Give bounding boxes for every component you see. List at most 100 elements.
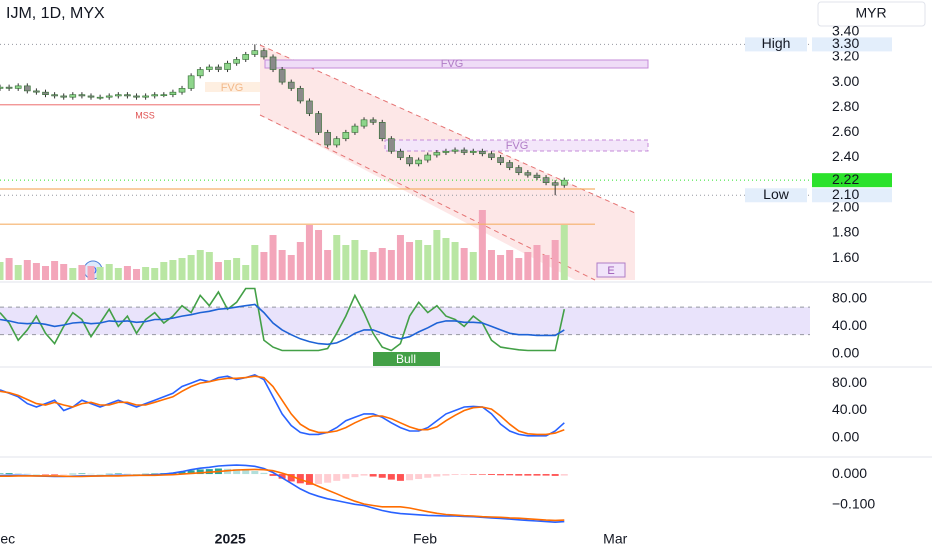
volume-bar [378,248,386,280]
volume-bar [342,245,350,280]
volume-bar [242,265,250,280]
candle-body [360,119,368,127]
candle-body [369,119,377,123]
candle-body [215,66,222,70]
volume-bar [151,268,159,280]
volume-bar [5,258,13,280]
volume-bar [87,266,95,280]
candle-body [260,50,268,58]
histogram-bar [32,474,40,475]
indicator-line [0,303,565,346]
histogram-bar [133,474,141,475]
candle-body [415,159,422,165]
candle-body [551,182,559,186]
volume-bar [123,266,131,280]
histogram-bar [333,474,341,481]
fvg-box [205,82,260,92]
volume-bar [60,264,68,280]
currency[interactable]: MYR [855,5,886,21]
candle-body [5,86,13,89]
histogram-bar [42,474,50,475]
volume-bar [0,262,4,280]
histogram-bar [96,474,104,475]
histogram-bar [324,474,332,483]
volume-bar [287,255,295,280]
candle-body [497,157,504,163]
candle-body [169,91,177,95]
volume-bar [169,260,177,280]
candle-body [251,50,259,55]
candle-body [542,177,550,183]
histogram-bar [105,473,113,475]
y-tick-label: 3.00 [832,73,859,89]
histogram-bar [260,472,268,475]
currency-box[interactable] [817,1,926,27]
histogram-bar [278,474,286,479]
candle-body [14,85,22,89]
volume-bar [296,242,304,280]
histogram-bar [287,474,295,482]
candle-body [224,62,231,70]
y-tick-label: 80.00 [832,290,867,306]
y-tick-label: 2.60 [832,123,859,139]
volume-bar [369,252,377,280]
volume-bar [506,250,514,280]
histogram-bar [14,473,22,475]
y-tick-label: 1.60 [832,249,859,265]
x-tick-label: Mar [603,531,627,547]
histogram-bar [251,470,259,475]
candle-body [451,149,459,152]
volume-bar [178,258,186,280]
candle-body [297,88,304,102]
histogram-bar [69,473,77,475]
candle-body [442,150,450,153]
candle-body [406,157,413,165]
histogram-bar [196,469,204,475]
histogram-bar [560,474,568,476]
candle-body [142,95,149,98]
volume-bar [105,264,113,280]
volume-bar [160,262,168,280]
histogram-bar [233,469,241,475]
candle-body [287,81,295,89]
candle-body [433,152,441,156]
marker-value: 3.30 [832,35,859,51]
candle-body [278,69,286,83]
histogram-bar [451,474,459,475]
candle-body [133,95,140,98]
histogram-bar [60,474,68,475]
indicator-line [0,287,566,352]
histogram-bar [305,474,313,485]
chart-title: IJM, 1D, MYX [6,5,105,22]
candle-body [151,94,159,97]
candle-body [42,91,49,95]
histogram-bar [487,474,495,475]
volume-bar [315,230,323,280]
marker-name: Low [763,186,790,202]
histogram-bar [178,471,186,475]
histogram-bar [460,474,468,475]
volume-bar [460,248,468,280]
volume-bar [305,225,313,280]
channel [260,45,635,280]
candle-body [397,150,404,158]
volume-bar [142,267,150,280]
volume-bar [42,266,50,280]
volume-bar [96,267,104,280]
volume-bar [478,210,486,280]
histogram-bar [406,474,414,481]
candle-body [233,59,240,64]
histogram-bar [497,474,505,476]
volume-bar [351,240,359,280]
volume-bar [51,261,59,280]
y-tick-label: 40.00 [832,317,867,333]
histogram-bar [424,474,432,478]
y-tick-label: 0.00 [832,429,859,445]
volume-bar [406,242,414,280]
candle-body [51,94,58,97]
bull-label: Bull [396,352,416,366]
y-tick-label: 3.40 [832,23,859,39]
y-tick-label: 2.40 [832,148,859,164]
candle-body [424,154,432,161]
